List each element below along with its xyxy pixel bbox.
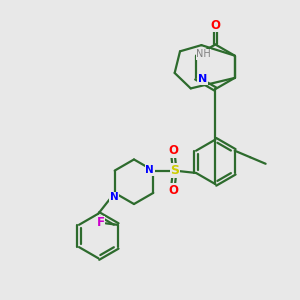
Text: NH: NH (196, 49, 211, 59)
Text: F: F (96, 216, 104, 229)
Text: N: N (198, 74, 207, 84)
Text: N: N (145, 165, 154, 175)
Text: O: O (168, 145, 178, 158)
Text: N: N (110, 192, 118, 202)
Text: O: O (210, 19, 220, 32)
Text: O: O (168, 184, 178, 197)
Text: S: S (170, 164, 179, 177)
